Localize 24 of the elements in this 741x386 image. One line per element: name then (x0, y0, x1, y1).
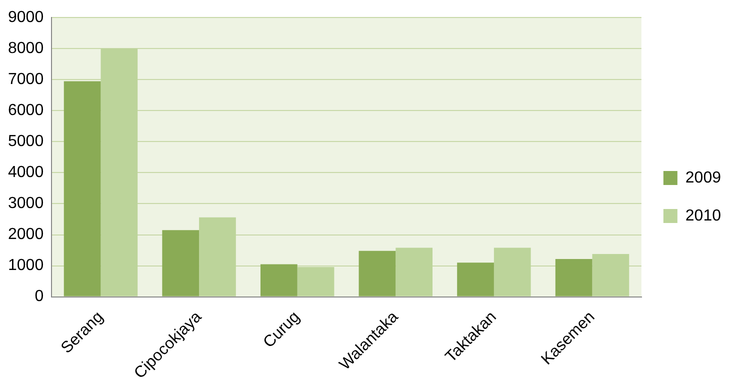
y-tick-label: 2000 (8, 226, 44, 244)
bar (358, 250, 396, 296)
bar (64, 81, 101, 296)
bar (592, 254, 630, 296)
bar (297, 267, 334, 296)
bar (555, 258, 592, 296)
y-tick-label: 0 (34, 288, 44, 306)
bar (396, 248, 433, 296)
y-tick-label: 1000 (8, 257, 44, 274)
y-tick-label: 8000 (8, 40, 44, 58)
bar (100, 48, 138, 296)
legend-label: 2010 (685, 207, 722, 224)
bar (199, 217, 236, 296)
bar (457, 262, 494, 296)
y-tick-label: 6000 (8, 102, 44, 120)
y-tick-label: 5000 (8, 133, 44, 150)
bar (494, 248, 531, 296)
legend-label: 2009 (685, 169, 722, 186)
y-tick-label: 4000 (8, 164, 44, 182)
bar (260, 264, 298, 296)
y-tick-label: 7000 (8, 71, 44, 88)
y-tick-label: 3000 (8, 195, 44, 212)
y-tick-label: 9000 (8, 9, 44, 26)
bar (162, 230, 200, 296)
